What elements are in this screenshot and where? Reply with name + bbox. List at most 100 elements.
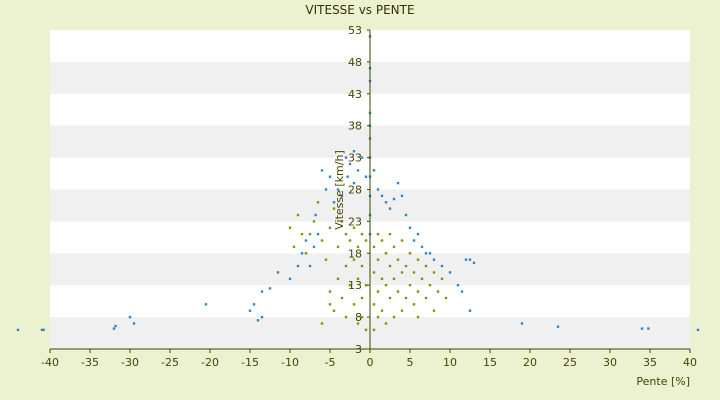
data-point [444,296,448,300]
y-tick-label: 38 [348,120,362,133]
data-point [328,226,332,229]
data-point [424,296,428,300]
data-point [400,239,404,242]
data-point [460,290,464,293]
data-point [248,309,252,312]
data-point [356,277,360,281]
data-point [384,201,388,204]
data-point [296,264,300,268]
data-point [300,232,304,236]
data-point [356,245,360,249]
data-point [400,271,404,274]
data-point [392,277,396,281]
data-point [424,252,428,255]
data-point [396,290,400,293]
data-point [640,327,644,330]
data-point [308,232,312,236]
data-point [392,245,396,249]
data-point [132,322,136,325]
x-tick-label: -10 [281,356,299,369]
data-point [332,207,336,210]
data-point [364,328,368,332]
data-point [416,258,420,261]
data-point [288,226,292,229]
data-point [360,232,364,236]
data-point [364,284,368,287]
data-point [388,296,392,300]
data-point [404,296,408,300]
data-point [296,213,300,217]
data-point [448,271,452,274]
data-point [376,232,380,236]
data-point [332,309,336,312]
data-point [328,175,332,178]
data-point [340,220,344,223]
y-tick-label: 28 [348,184,362,197]
data-point [412,271,416,274]
data-point [412,239,416,242]
y-axis-label: Vitesse [km/h] [333,150,346,230]
x-tick-label: 10 [443,356,457,369]
data-point [408,226,412,229]
y-tick-label: 8 [355,311,362,324]
data-point [300,252,304,255]
data-point [16,328,20,332]
data-point [372,328,376,332]
data-point [312,220,316,223]
data-point [436,290,440,293]
data-point [424,264,428,268]
x-tick-label: 25 [563,356,577,369]
data-point [468,309,472,312]
data-point [400,194,404,198]
data-point [320,322,324,325]
x-tick-label: 35 [643,356,657,369]
data-point [396,181,400,185]
data-point [440,277,444,281]
data-point [372,245,376,249]
data-point [380,309,384,312]
data-point [384,252,388,255]
data-point [304,252,308,255]
data-point [114,324,117,328]
x-tick-label: -40 [41,356,59,369]
data-point [416,315,420,319]
data-point [392,315,396,319]
data-point [356,169,360,172]
data-point [420,245,424,249]
data-point [372,303,376,306]
data-point [372,271,376,274]
x-tick-label: 15 [483,356,497,369]
x-tick-label: -20 [201,356,219,369]
data-point [316,201,320,204]
data-point [340,194,344,198]
data-point [352,303,356,306]
data-point [328,290,332,293]
data-point [268,287,272,290]
data-point [384,284,388,287]
data-point [372,169,376,172]
data-point [420,277,424,281]
data-point [324,188,328,191]
data-point [288,277,292,281]
data-point [346,175,349,178]
data-point [256,319,260,322]
data-point [42,328,45,332]
data-point [376,188,380,191]
data-point [348,284,352,287]
x-tick-label: -25 [161,356,179,369]
data-point [404,264,408,268]
data-point [348,162,352,166]
data-point [360,296,364,300]
x-tick-label: 20 [523,356,537,369]
data-point [384,322,388,325]
data-point [316,232,320,236]
data-point [360,156,364,159]
y-tick-label: 43 [348,88,362,101]
data-point [204,303,208,306]
data-point [252,303,256,306]
data-point [360,264,364,268]
data-point [380,239,384,242]
x-tick-label: -35 [81,356,99,369]
data-point [352,181,356,185]
